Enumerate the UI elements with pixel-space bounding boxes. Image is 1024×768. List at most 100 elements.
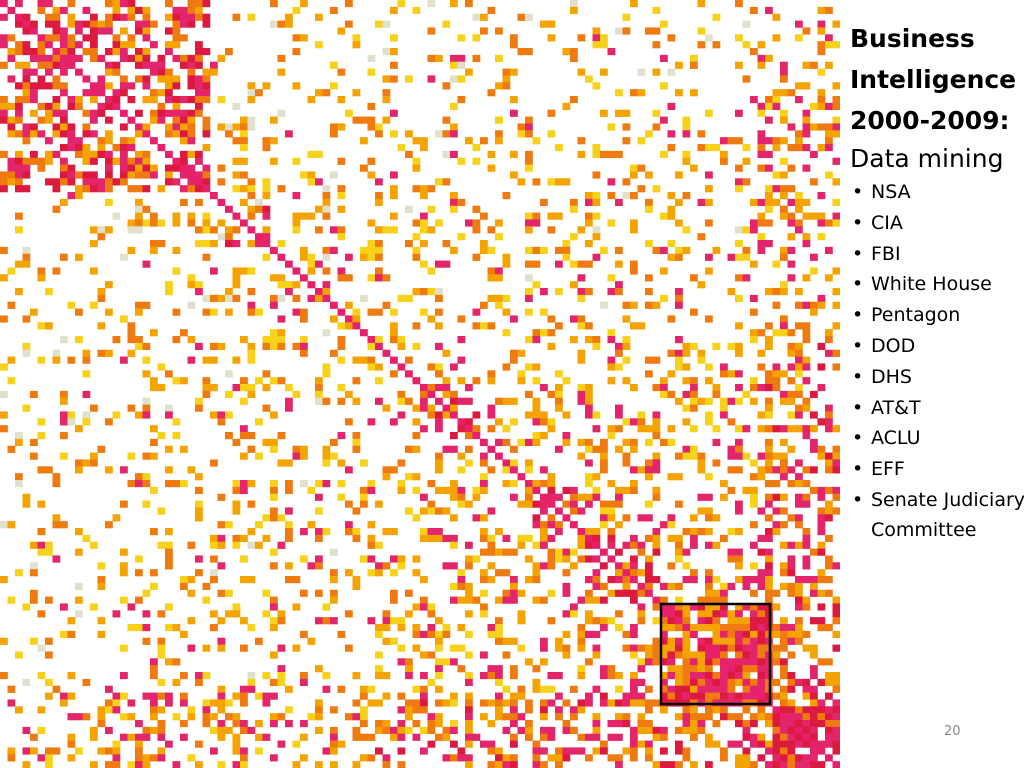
heatmap-cell [600,699,608,707]
heatmap-cell [592,212,601,220]
heatmap-cell [435,486,443,495]
heatmap-cell [412,288,421,296]
heatmap-cell [427,0,436,8]
heatmap-cell [615,720,623,728]
heatmap-cell [60,61,68,69]
heatmap-cell [592,582,601,591]
heatmap-cell [705,514,713,522]
heatmap-cell [742,178,751,186]
heatmap-cell [285,720,293,728]
heatmap-cell [817,301,826,309]
heatmap-cell [525,576,533,584]
heatmap-cell [682,150,691,159]
heatmap-cell [352,576,361,584]
heatmap-cell [592,41,601,49]
heatmap-cell [660,644,668,652]
heatmap-cell [390,212,398,220]
heatmap-cell [270,624,278,632]
heatmap-cell [150,699,158,707]
heatmap-cell [270,246,278,255]
heatmap-cell [247,308,256,316]
heatmap-cell [570,500,578,508]
heatmap-cell [112,13,121,21]
heatmap-cell [810,644,818,652]
heatmap-cell [457,34,466,42]
heatmap-cell [427,267,436,275]
heatmap-cell [757,678,766,687]
heatmap-cell [240,534,248,543]
heatmap-cell [720,747,728,755]
heatmap-cell [315,493,323,501]
heatmap-cell [817,68,826,76]
heatmap-cell [150,452,158,460]
heatmap-cell [150,706,158,714]
heatmap-cell [315,555,323,563]
heatmap-cell [225,130,233,138]
heatmap-cell [7,699,16,707]
heatmap-cell [750,692,758,700]
heatmap-cell [352,528,361,536]
heatmap-cell [720,754,728,762]
heatmap-cell [367,342,376,351]
heatmap-cell [390,322,398,330]
heatmap-cell [412,555,421,563]
heatmap-cell [600,521,608,529]
heatmap-cell [157,89,166,97]
heatmap-cell [750,6,758,15]
heatmap-cell [547,699,556,707]
heatmap-cell [7,48,16,56]
heatmap-cell [825,137,833,145]
heatmap-cell [607,576,616,584]
heatmap-cell [682,246,691,255]
heatmap-cell [112,747,121,755]
heatmap-cell [592,34,601,42]
heatmap-cell [495,713,503,721]
heatmap-cell [735,637,743,645]
heatmap-cell [645,534,653,543]
heatmap-cell [435,507,443,515]
heatmap-cell [555,706,563,714]
heatmap-cell [97,747,106,755]
heatmap-cell [795,459,803,467]
heatmap-cell [720,692,728,700]
heatmap-cell [645,658,653,666]
heatmap-cell [382,692,391,700]
heatmap-cell [630,418,638,426]
heatmap-cell [765,438,773,447]
heatmap-cell [780,644,788,652]
heatmap-cell [577,706,586,714]
heatmap-cell [652,651,661,659]
heatmap-cell [307,713,316,721]
heatmap-cell [540,528,548,536]
heatmap-cell [765,548,773,556]
heatmap-cell [697,651,706,659]
heatmap-cell [607,754,616,762]
heatmap-cell [375,377,383,385]
heatmap-cell [810,706,818,714]
heatmap-cell [817,699,826,707]
heatmap-cell [817,219,826,227]
heatmap-cell [712,678,721,687]
heatmap-cell [240,130,248,138]
heatmap-cell [45,692,53,700]
heatmap-cell [120,54,128,63]
heatmap-cell [442,377,451,385]
heatmap-cell [45,651,53,659]
heatmap-cell [652,109,661,117]
heatmap-cell [787,425,796,433]
heatmap-cell [727,137,736,145]
heatmap-cell [690,720,698,728]
heatmap-cell [765,150,773,159]
heatmap-cell [195,89,203,97]
heatmap-cell [510,720,518,728]
heatmap-cell [825,589,833,597]
heatmap-cell [127,336,136,344]
heatmap-cell [150,672,158,680]
heatmap-cell [547,555,556,563]
heatmap-cell [510,733,518,741]
heatmap-cell [112,740,121,748]
heatmap-cell [750,329,758,337]
heatmap-cell [277,68,286,76]
heatmap-cell [120,157,128,165]
heatmap-cell [697,198,706,207]
